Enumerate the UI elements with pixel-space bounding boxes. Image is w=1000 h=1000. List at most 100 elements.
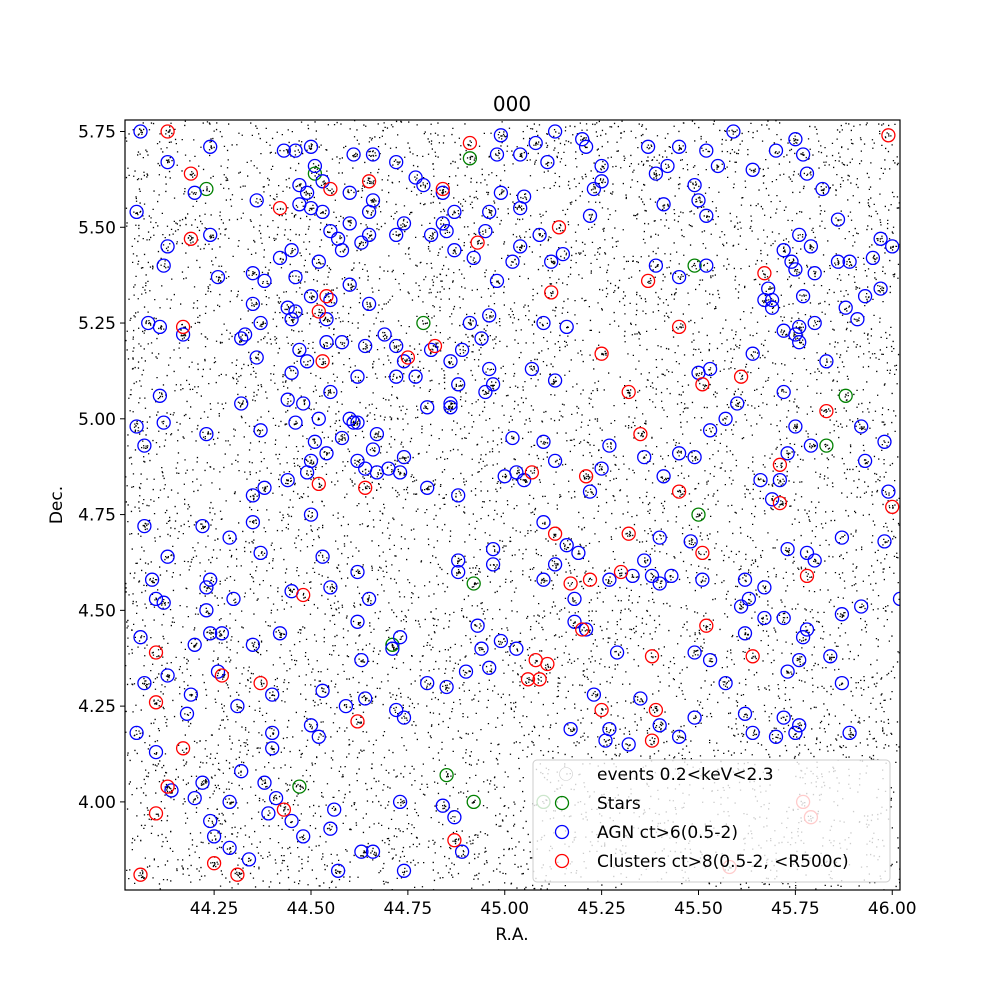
data-point [621, 737, 636, 752]
markers-layer [129, 124, 900, 882]
data-point [745, 649, 760, 664]
data-point [148, 645, 164, 660]
data-point [249, 350, 264, 365]
data-point [323, 181, 338, 197]
data-point [280, 472, 295, 488]
y-axis: 4.00 4.25 4.50 4.75 5.00 5.25 5.50 5.75 [78, 122, 125, 813]
data-point [454, 844, 470, 859]
data-point [268, 790, 284, 806]
y-axis-label: Dec. [47, 486, 67, 524]
data-point [788, 419, 803, 434]
data-point [230, 698, 245, 714]
data-point [311, 729, 326, 744]
data-point [547, 557, 563, 572]
data-point [652, 576, 667, 591]
data-point [152, 388, 168, 403]
data-point [160, 549, 175, 564]
data-point [420, 675, 435, 691]
data-point [644, 733, 660, 748]
data-point [156, 595, 171, 610]
data-point [187, 185, 202, 200]
data-point [439, 223, 454, 239]
data-point [288, 415, 303, 430]
data-point [509, 641, 524, 656]
data-point [327, 802, 342, 817]
data-point [330, 863, 346, 878]
data-point [369, 426, 385, 442]
data-point [482, 204, 497, 220]
data-point [296, 396, 311, 411]
data-point [482, 660, 497, 675]
data-point [470, 618, 485, 633]
data-point [792, 227, 807, 243]
data-point [323, 384, 338, 400]
data-point [160, 239, 175, 254]
x-axis-label: R.A. [495, 925, 528, 945]
data-point [540, 656, 555, 672]
y-tick-label: 5.50 [78, 218, 116, 238]
data-point [311, 476, 326, 492]
data-point [536, 515, 551, 530]
data-point [280, 392, 295, 407]
data-point [772, 457, 788, 472]
data-point [385, 637, 400, 652]
data-point [203, 139, 218, 154]
data-point [408, 170, 423, 185]
data-point [435, 185, 450, 200]
data-point [547, 526, 563, 541]
data-point [803, 438, 819, 453]
data-point [451, 564, 466, 580]
legend-box [532, 759, 891, 883]
legend-marker [554, 795, 570, 811]
data-point [772, 472, 788, 488]
data-point [361, 227, 377, 243]
data-point [695, 377, 710, 392]
data-point [563, 721, 578, 737]
data-point [458, 664, 474, 679]
data-point [637, 553, 652, 568]
data-point [493, 633, 509, 649]
data-point [307, 434, 323, 449]
data-point [478, 223, 493, 239]
data-point [199, 580, 214, 595]
data-point [695, 572, 710, 587]
data-point [296, 587, 311, 603]
data-point [702, 423, 718, 438]
data-point [175, 327, 191, 342]
data-point [299, 185, 315, 200]
data-point [780, 446, 795, 461]
data-point [152, 319, 168, 335]
data-point [203, 813, 218, 829]
data-point [482, 361, 497, 377]
data-point [555, 246, 571, 262]
data-point [873, 231, 888, 246]
event-dots [125, 120, 900, 890]
data-point [416, 177, 431, 193]
data-point [485, 377, 501, 392]
data-point [737, 626, 753, 641]
data-point [807, 266, 822, 281]
data-point [761, 281, 776, 296]
data-point [315, 549, 330, 564]
data-point [540, 154, 555, 170]
x-tick-label: 45.75 [771, 899, 820, 919]
data-point [699, 618, 714, 633]
data-point [160, 779, 175, 794]
data-point [400, 350, 416, 365]
legend-marker [554, 853, 570, 869]
data-point [691, 507, 706, 522]
data-point [644, 649, 660, 664]
data-point [776, 323, 791, 338]
data-point [365, 147, 381, 162]
y-tick-label: 4.75 [78, 506, 116, 526]
data-point [148, 806, 164, 821]
data-point [776, 243, 791, 258]
data-point [776, 610, 791, 626]
data-point [613, 564, 629, 580]
data-point [578, 622, 594, 637]
data-point [350, 369, 365, 384]
data-point [524, 361, 540, 377]
data-point [342, 216, 357, 231]
data-point [435, 181, 450, 197]
data-point [737, 572, 753, 587]
